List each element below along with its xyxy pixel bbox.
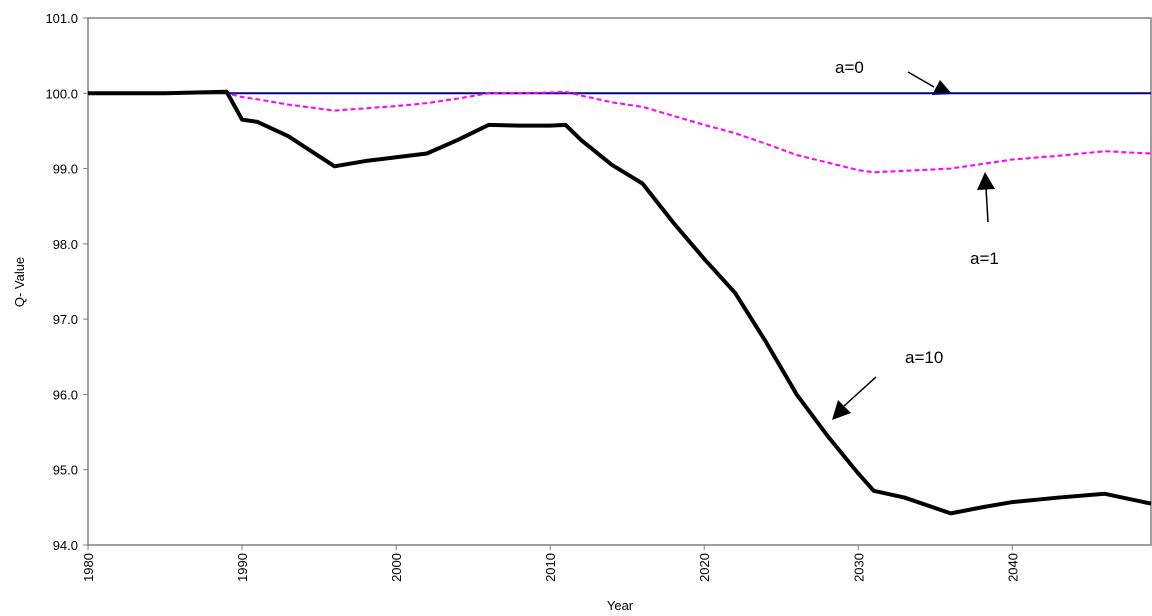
x-tick-label: 1990 bbox=[235, 553, 250, 582]
y-tick-label: 96.0 bbox=[53, 387, 78, 402]
y-tick-label: 98.0 bbox=[53, 237, 78, 252]
y-tick-label: 100.0 bbox=[45, 86, 78, 101]
x-tick-label: 2010 bbox=[543, 553, 558, 582]
arrowhead bbox=[977, 172, 995, 190]
y-tick-label: 99.0 bbox=[53, 162, 78, 177]
series-line bbox=[88, 90, 1152, 174]
y-tick-label: 97.0 bbox=[53, 312, 78, 327]
arrow bbox=[907, 71, 935, 88]
arrowhead bbox=[932, 80, 952, 95]
y-tick-label: 95.0 bbox=[53, 463, 78, 478]
y-tick-label: 94.0 bbox=[53, 538, 78, 553]
x-tick-label: 1980 bbox=[81, 553, 96, 582]
annotation: a=0 bbox=[835, 58, 864, 77]
x-axis-title: Year bbox=[607, 598, 634, 613]
x-tick-label: 2020 bbox=[697, 553, 712, 582]
x-tick-label: 2030 bbox=[851, 553, 866, 582]
plot-frame bbox=[87, 17, 1152, 546]
x-tick-label: 2000 bbox=[389, 553, 404, 582]
y-axis-title: Q- Value bbox=[12, 257, 27, 307]
annotation: a=10 bbox=[905, 348, 943, 367]
y-tick-label: 101.0 bbox=[45, 11, 78, 26]
series-line bbox=[88, 89, 1152, 516]
arrowhead bbox=[832, 400, 851, 420]
arrow bbox=[843, 376, 877, 407]
annotation: a=1 bbox=[970, 249, 999, 268]
annotations bbox=[832, 71, 995, 420]
arrow bbox=[985, 187, 989, 223]
x-tick-label: 2040 bbox=[1005, 553, 1020, 582]
